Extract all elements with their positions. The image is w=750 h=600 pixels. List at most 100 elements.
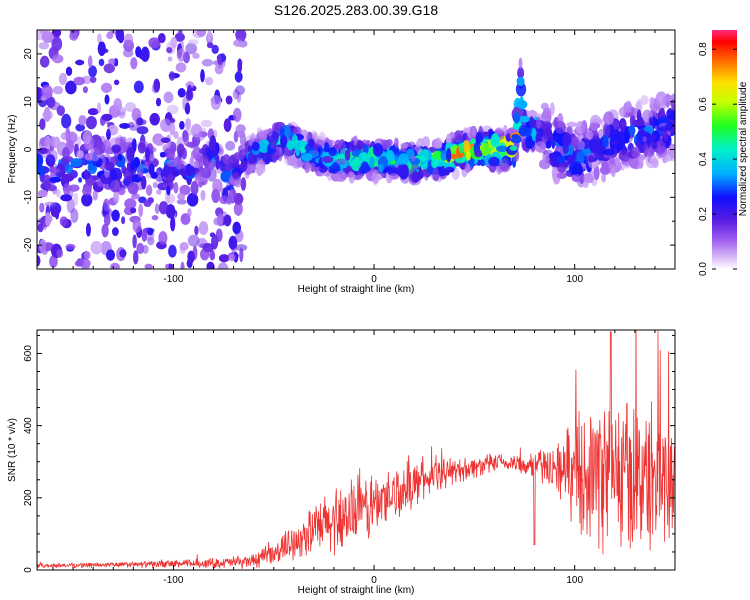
spectrogram-cell [59, 216, 68, 227]
spectrogram-cell [137, 164, 144, 179]
spectrogram-cell [233, 202, 243, 216]
spectrogram-cell [196, 30, 207, 37]
spectrogram-cell [386, 150, 395, 163]
spectrogram-cell [449, 131, 456, 139]
spectrogram-cell [495, 128, 503, 135]
spectrogram-cell [70, 208, 79, 224]
spectrogram-cell [140, 46, 150, 62]
spectrogram-cell [665, 122, 673, 131]
spectrogram-cell [225, 95, 233, 105]
spectrogram-cell [267, 128, 273, 137]
spectrogram-cell [237, 58, 242, 74]
spectrogram-cell [133, 157, 140, 168]
x-tick-label: -100 [163, 274, 183, 285]
spectrogram-cell [200, 190, 206, 201]
spectrogram-cell [651, 142, 658, 150]
spectrogram-cell [187, 250, 195, 263]
spectrogram-cell [636, 109, 642, 122]
spectrogram-cell [43, 107, 51, 122]
spectrogram-cell [543, 127, 553, 140]
spectrogram-cell [56, 249, 63, 258]
spectrogram-cell [614, 135, 624, 150]
spectrogram-cell [628, 125, 636, 136]
spectrogram-cell [554, 120, 566, 134]
spectrogram-cell [218, 254, 230, 263]
spectrogram-cell [60, 194, 72, 202]
spectrogram-cell [586, 130, 594, 141]
spectrogram-cell [623, 102, 629, 113]
spectrogram-cell [175, 62, 187, 73]
snr-series [37, 330, 675, 569]
spectrogram-cell [40, 55, 50, 68]
spectrogram-cell [117, 170, 122, 180]
spectrogram-cell [562, 142, 569, 155]
spectrogram-cell [111, 209, 120, 222]
spectrogram-cell [207, 30, 212, 42]
spectrogram-cell [46, 148, 52, 155]
spectrogram-cell [587, 154, 595, 163]
spectrogram-cell [138, 203, 143, 218]
spectrogram-cell [431, 157, 438, 169]
spectrogram-cell [98, 58, 105, 67]
spectrogram-cell [471, 126, 477, 138]
spectrogram-cell [201, 58, 214, 67]
snr-ticks: -100 0 100 0 200 400 600 [23, 330, 676, 586]
spectrogram-cell [335, 158, 347, 165]
spectrogram-cell [256, 164, 266, 174]
spectrogram-cell [131, 193, 140, 200]
spectrogram-cell [170, 36, 178, 49]
spectrogram-cell [209, 135, 216, 150]
spectrogram-cell [466, 165, 471, 173]
spectrogram-cell [160, 118, 172, 132]
spectrogram-cell [466, 151, 471, 161]
spectrogram-cell [39, 202, 45, 213]
spectrogram-cell [50, 136, 57, 148]
spectrogram-ylabel: Frequency (Hz) [7, 115, 18, 184]
spectrogram-cell [173, 131, 179, 139]
spectrogram-cell [154, 135, 165, 146]
spectrogram-cell [165, 173, 174, 187]
spectrogram-cell [270, 142, 276, 149]
spectrogram-cell [180, 261, 185, 269]
spectrogram-cell [217, 213, 224, 227]
spectrogram-cell [136, 126, 149, 135]
spectrogram-cell [45, 154, 56, 167]
spectrogram-cell [228, 253, 236, 262]
spectrogram-cell [652, 158, 659, 169]
spectrogram-cell [85, 116, 97, 130]
spectrogram-cell [109, 180, 121, 193]
spectrogram-cell [184, 102, 191, 115]
spectrogram-cell [104, 94, 110, 105]
spectrogram-cell [90, 241, 103, 255]
spectrogram-cell [338, 139, 346, 154]
spectrogram-cell [133, 80, 144, 94]
spectrogram-cell [235, 30, 247, 42]
spectrogram-cell [434, 137, 442, 149]
spectrogram-cell [536, 116, 541, 129]
spectrogram-cell [163, 91, 174, 104]
spectrogram-cell [81, 193, 93, 207]
spectrogram-cell [200, 69, 205, 83]
spectrogram-cell [172, 170, 180, 177]
spectrogram-cell [124, 198, 137, 210]
spectrogram-cell [127, 182, 139, 195]
spectrogram-cell [132, 234, 137, 249]
spectrogram-cell [394, 137, 399, 148]
spectrogram-cell [623, 129, 631, 142]
spectrogram-cell [61, 173, 74, 182]
spectrogram-cell [310, 162, 316, 173]
spectrogram-cell [566, 125, 573, 136]
spectrogram-cell [210, 95, 221, 110]
spectrogram-cell [247, 151, 257, 164]
spectrogram-cell [187, 39, 199, 45]
colorbar-gradient [712, 30, 737, 269]
spectrogram-cell [398, 153, 409, 167]
spectrogram-cell [613, 164, 623, 171]
spectrogram-cell [346, 171, 354, 178]
spectrogram-cell [663, 130, 669, 142]
spectrogram-cell [593, 165, 600, 181]
spectrogram-cell [170, 216, 176, 232]
spectrogram-cell [211, 188, 220, 203]
spectrogram-cell [166, 185, 171, 196]
